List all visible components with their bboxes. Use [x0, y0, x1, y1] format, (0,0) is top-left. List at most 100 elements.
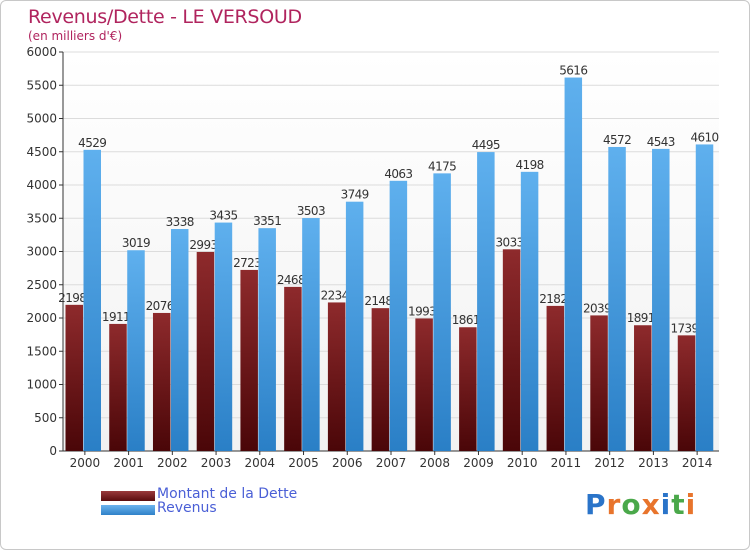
bar-dette — [327, 302, 346, 451]
logo-letter: o — [621, 488, 642, 521]
legend-label-dette: Montant de la Dette — [157, 486, 298, 502]
x-tick-label: 2008 — [419, 456, 450, 470]
bar-dette — [590, 315, 608, 451]
bar-dette — [109, 323, 127, 451]
legend-swatch-dette — [101, 491, 155, 501]
bar-dette — [546, 305, 565, 451]
data-label: 2182 — [539, 292, 567, 306]
bar-revenus — [477, 152, 495, 451]
chart-subtitle: (en milliers d'€) — [28, 29, 123, 43]
x-tick-label: 2003 — [201, 456, 232, 470]
logo-letter: i — [660, 488, 672, 521]
y-tick-label: 5500 — [26, 78, 57, 92]
data-label: 2076 — [146, 299, 174, 313]
x-tick-label: 2014 — [682, 456, 713, 470]
bar-revenus — [652, 148, 670, 451]
bar-dette — [240, 269, 258, 451]
logo-letter: i — [685, 488, 697, 521]
bar-dette — [415, 318, 433, 451]
y-tick-label: 4500 — [26, 145, 57, 159]
x-tick-label: 2005 — [288, 456, 319, 470]
data-label: 4572 — [603, 133, 631, 147]
data-label: 2993 — [189, 238, 217, 252]
bar-revenus — [214, 222, 233, 451]
data-label: 4543 — [647, 135, 675, 149]
bar-revenus — [389, 180, 408, 452]
bar-dette — [459, 327, 477, 451]
data-label: 2234 — [321, 288, 349, 302]
logo-letter: x — [641, 488, 661, 521]
data-label: 3435 — [209, 209, 237, 223]
y-tick-label: 6000 — [26, 45, 57, 59]
data-label: 2198 — [58, 291, 86, 305]
data-label: 4063 — [384, 167, 412, 181]
x-tick-label: 2002 — [157, 456, 188, 470]
data-label: 2148 — [364, 294, 392, 308]
x-tick-label: 2006 — [332, 456, 363, 470]
bar-revenus — [127, 250, 145, 451]
data-label: 2723 — [233, 256, 261, 270]
data-label: 5616 — [559, 64, 587, 78]
y-tick-label: 1000 — [26, 378, 57, 392]
bar-dette — [284, 286, 302, 451]
logo-letter: P — [585, 488, 607, 521]
bar-dette — [196, 251, 215, 451]
x-tick-label: 2012 — [594, 456, 625, 470]
x-tick-label: 2007 — [376, 456, 407, 470]
y-tick-label: 500 — [34, 411, 57, 425]
y-tick-label: 3000 — [26, 245, 57, 259]
data-label: 4198 — [516, 158, 544, 172]
y-tick-label: 4000 — [26, 178, 57, 192]
y-tick-label: 1500 — [26, 344, 57, 358]
x-tick-label: 2013 — [638, 456, 669, 470]
data-label: 4175 — [428, 159, 456, 173]
chart-title: Revenus/Dette - LE VERSOUD — [28, 6, 302, 28]
bar-dette — [677, 335, 696, 451]
x-tick-label: 2009 — [463, 456, 494, 470]
legend-swatch-revenus — [101, 505, 155, 515]
bar-revenus — [608, 146, 626, 451]
data-label: 4495 — [472, 138, 500, 152]
y-tick-label: 2000 — [26, 311, 57, 325]
data-label: 3749 — [341, 188, 369, 202]
x-tick-label: 2010 — [507, 456, 538, 470]
x-tick-label: 2004 — [245, 456, 276, 470]
y-tick-label: 3500 — [26, 211, 57, 225]
bar-revenus — [258, 228, 276, 451]
logo-letter: t — [671, 488, 686, 521]
bar-dette — [371, 308, 390, 451]
data-label: 1739 — [670, 321, 698, 335]
bar-revenus — [564, 77, 583, 451]
data-label: 1993 — [408, 304, 436, 318]
data-label: 1861 — [452, 313, 480, 327]
bar-revenus — [170, 229, 189, 451]
proxiti-logo: Proxiti — [585, 488, 696, 521]
logo-letter: r — [606, 488, 622, 521]
bar-revenus — [302, 218, 320, 451]
x-tick-label: 2000 — [70, 456, 101, 470]
y-tick-label: 0 — [49, 444, 57, 458]
y-tick-label: 5000 — [26, 112, 57, 126]
data-label: 3351 — [253, 214, 281, 228]
data-label: 1911 — [102, 310, 130, 324]
bar-dette — [502, 249, 521, 451]
legend-label-revenus: Revenus — [157, 500, 217, 516]
data-label: 4610 — [690, 130, 718, 144]
bar-revenus — [83, 149, 101, 451]
bar-revenus — [345, 201, 364, 451]
x-tick-label: 2001 — [113, 456, 144, 470]
y-tick-label: 2500 — [26, 278, 57, 292]
data-label: 1891 — [627, 311, 655, 325]
bar-dette — [152, 312, 171, 451]
data-label: 3338 — [166, 215, 194, 229]
bar-revenus — [520, 171, 539, 451]
x-tick-label: 2011 — [551, 456, 582, 470]
bar-revenus — [695, 144, 714, 451]
data-label: 4529 — [78, 136, 106, 150]
bar-revenus — [433, 173, 451, 452]
data-label: 3033 — [496, 235, 524, 249]
bar-dette — [65, 304, 83, 451]
data-label: 2039 — [583, 301, 611, 315]
